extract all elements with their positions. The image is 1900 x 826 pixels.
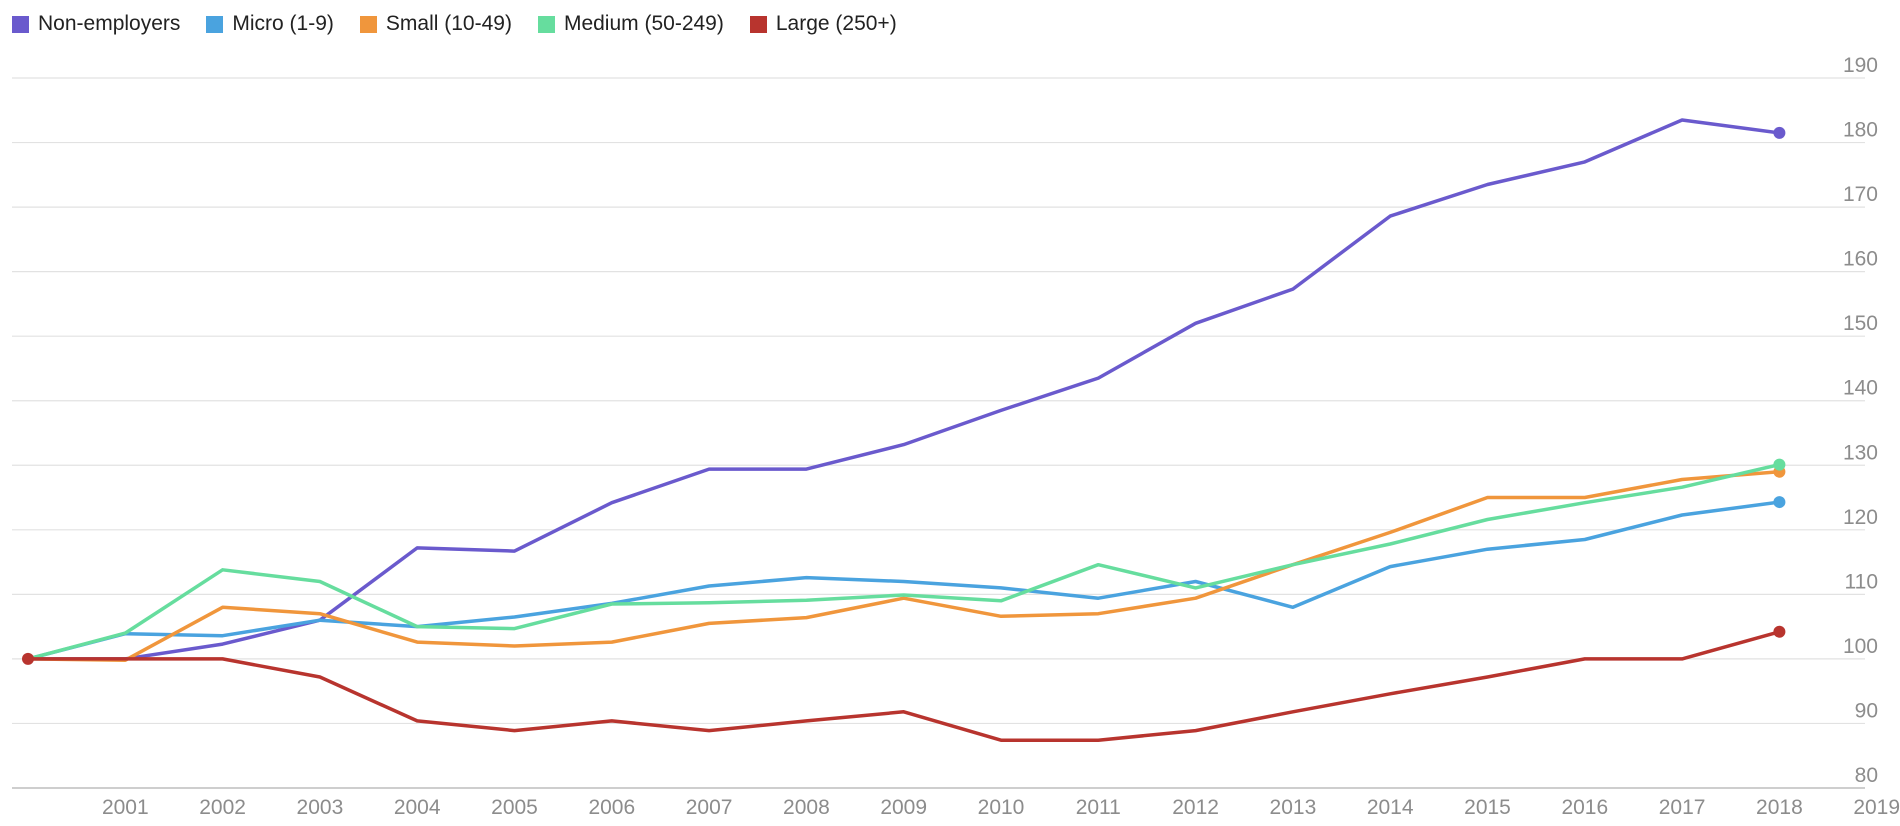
x-tick-label: 2004	[394, 796, 441, 819]
legend-label: Non-employers	[38, 12, 181, 35]
y-tick-label: 140	[1843, 377, 1878, 400]
legend-swatch	[12, 15, 29, 33]
series-line-large-250	[26, 630, 1782, 742]
end-point-marker	[1773, 496, 1786, 509]
x-tick-label: 2008	[783, 796, 830, 819]
y-tick-label: 110	[1845, 570, 1878, 593]
x-tick-label: 2001	[102, 796, 149, 819]
x-tick-label: 2002	[199, 796, 246, 819]
x-tick-label: 2016	[1561, 796, 1608, 819]
legend-label: Micro (1-9)	[232, 12, 334, 35]
y-tick-label: 100	[1843, 635, 1878, 658]
legend-swatch	[359, 15, 377, 33]
chart-legend: Non-employers Micro (1-9) Small (10-49) Med…	[12, 12, 923, 36]
x-tick-label: 2017	[1659, 796, 1706, 819]
legend-item: Medium (50-249)	[537, 12, 724, 36]
end-point-marker	[1773, 625, 1786, 638]
x-tick-label: 2013	[1270, 796, 1317, 819]
y-tick-label: 160	[1843, 248, 1878, 271]
x-tick-label: 2007	[686, 796, 733, 819]
y-tick-label: 120	[1843, 506, 1878, 529]
series-line-medium-50-249	[26, 462, 1782, 661]
x-tick-label: 2015	[1464, 796, 1511, 819]
legend-swatch	[749, 15, 767, 33]
legend-item: Micro (1-9)	[206, 12, 334, 36]
series-lines	[26, 118, 1782, 742]
y-tick-label: 80	[1855, 764, 1878, 787]
y-tick-label: 90	[1855, 699, 1878, 722]
y-tick-label: 190	[1843, 54, 1878, 77]
y-tick-label: 180	[1843, 119, 1878, 142]
x-tick-label: 2011	[1076, 796, 1121, 819]
legend-item: Small (10-49)	[359, 12, 512, 36]
start-point-marker	[22, 652, 34, 665]
x-tick-label: 2012	[1172, 796, 1219, 819]
y-tick-label: 130	[1843, 441, 1878, 464]
end-point-marker	[1773, 458, 1786, 471]
axis-tick-labels: 80 90 100 110 120 130 140 150 160 170 180 190 2001 20…	[102, 54, 1900, 819]
y-tick-label: 170	[1843, 183, 1878, 206]
x-tick-label: 2005	[491, 796, 538, 819]
series-line-small-10-49	[26, 469, 1782, 662]
end-markers	[22, 126, 1786, 665]
legend-label: Large (250+)	[775, 12, 897, 35]
x-tick-label: 2006	[588, 796, 635, 819]
x-tick-label: 2014	[1367, 796, 1414, 819]
legend-item: Non-employers	[12, 12, 180, 36]
legend-swatch	[206, 15, 224, 33]
end-point-marker	[1773, 126, 1786, 139]
x-tick-label: 2019	[1853, 796, 1900, 819]
y-tick-label: 150	[1843, 312, 1878, 335]
x-tick-label: 2009	[880, 796, 927, 819]
legend-label: Medium (50-249)	[563, 12, 724, 35]
legend-label: Small (10-49)	[385, 12, 512, 35]
series-line-micro-1-9	[26, 500, 1782, 661]
x-tick-label: 2010	[978, 796, 1025, 819]
x-tick-label: 2003	[297, 796, 344, 819]
legend-item: Large (250+)	[749, 12, 897, 36]
x-tick-label: 2018	[1756, 796, 1803, 819]
legend-swatch	[537, 15, 555, 33]
